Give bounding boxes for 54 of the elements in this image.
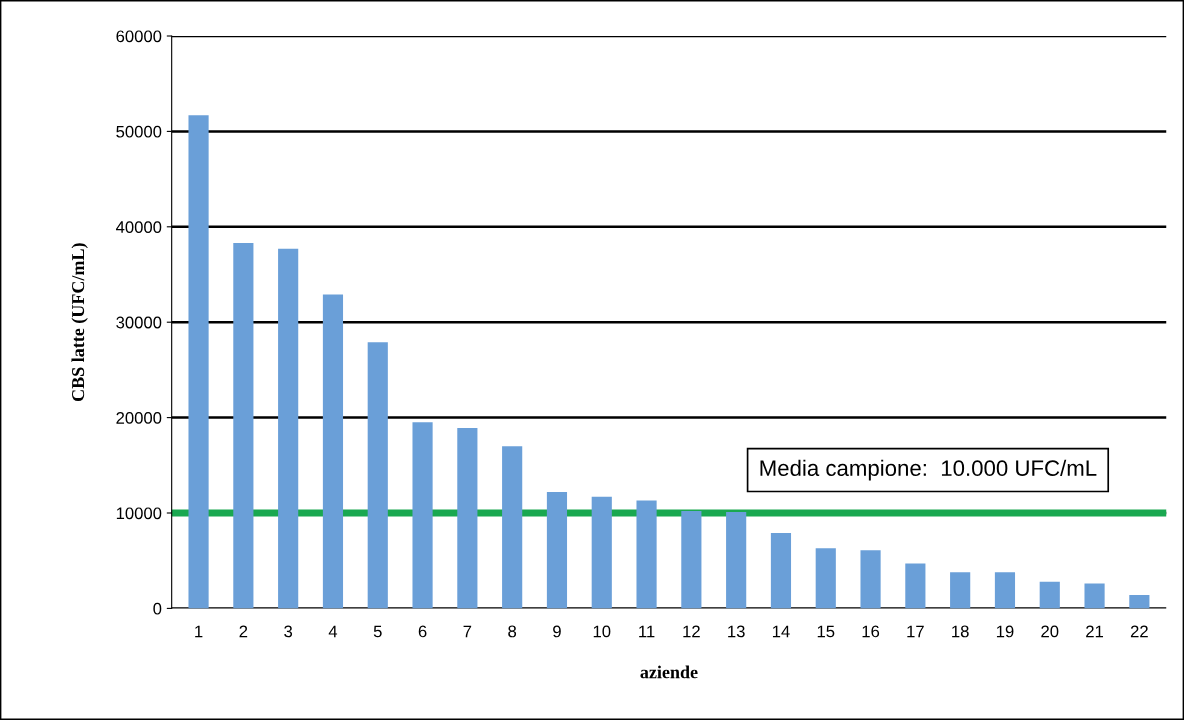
bar [1129,595,1150,609]
bar [188,115,209,609]
bar [322,294,344,609]
bar [770,533,792,609]
x-tick-label: 18 [952,625,969,638]
bar [457,428,478,609]
y-axis-title: CBS latte (UFC/mL) [71,243,88,402]
x-tick-label: 3 [284,625,293,638]
y-tick-label: 0 [153,602,162,615]
bar [1084,583,1105,609]
bar [950,572,971,609]
x-tick-label: 4 [328,625,338,638]
bar [278,248,299,609]
bar [367,342,388,609]
x-tick-label: 8 [508,625,517,638]
y-tick-label: 60000 [116,30,162,43]
ref-line-label: Media campione: 10.000 UFC/mL [760,459,1097,481]
bar [502,446,523,609]
bar [726,512,747,609]
x-tick-label: 21 [1086,625,1104,638]
x-tick-label: 11 [639,625,655,638]
bar [905,563,926,609]
y-tick-label: 30000 [116,316,162,329]
y-tick-label: 50000 [116,125,162,138]
y-tick-label: 10000 [116,507,162,520]
bar [546,492,568,609]
bar [233,243,254,609]
x-tick-label: 19 [996,625,1014,638]
x-tick-label: 10 [593,625,611,638]
x-tick-label: 9 [553,625,561,638]
bar [412,422,433,609]
x-tick-label: 16 [862,625,880,638]
x-tick-label: 1 [195,625,203,638]
y-tick-label: 20000 [116,412,162,424]
bar [994,572,1016,609]
bar [815,548,836,609]
bar [860,550,881,609]
x-tick-label: 6 [418,625,427,638]
bar [1039,581,1060,609]
x-tick-label: 5 [373,625,382,638]
x-tick-label: 7 [463,625,472,638]
x-tick-label: 20 [1041,625,1059,638]
y-tick-label: 40000 [116,221,162,233]
x-tick-label: 15 [817,625,835,638]
x-axis-title: aziende [640,665,698,679]
x-tick-label: 12 [683,625,700,638]
bar [681,511,702,609]
x-tick-label: 2 [239,625,248,638]
bar [591,496,612,609]
x-tick-label: 22 [1130,625,1148,638]
x-tick-label: 13 [728,625,745,638]
x-tick-label: 14 [772,625,790,638]
x-tick-label: 17 [907,625,924,638]
bar [636,500,657,609]
